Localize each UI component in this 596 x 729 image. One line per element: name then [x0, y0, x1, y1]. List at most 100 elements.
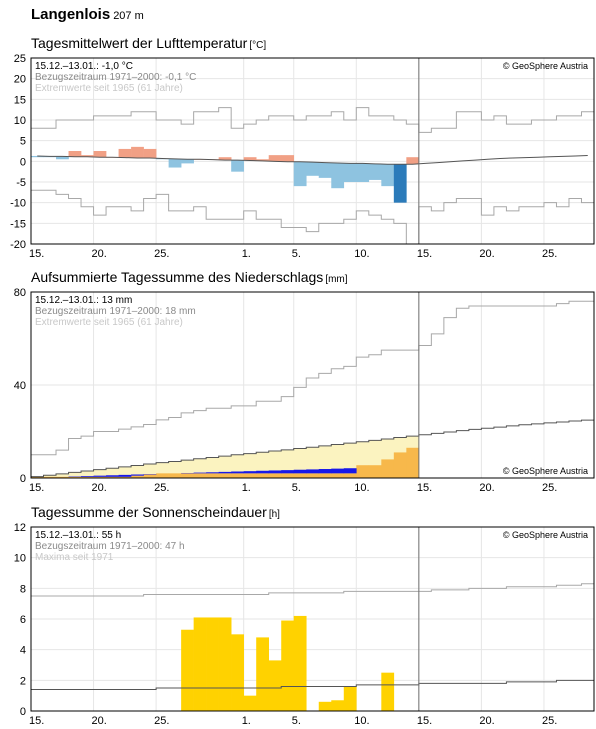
temp-xtick-label: 10.	[354, 248, 369, 260]
precip-deficit-bar	[318, 469, 332, 474]
temp-plot-frame	[30, 57, 595, 245]
temp-day-bar	[406, 157, 420, 165]
temp-ytick-label: -15	[10, 218, 26, 230]
temp-day-bar	[331, 162, 345, 189]
temp-ytick-label: 25	[14, 53, 26, 65]
temp-xtick-label: 20.	[92, 248, 107, 260]
precip-observed-bar	[93, 476, 107, 478]
sun-day-bar	[243, 695, 257, 711]
sun-reference-line	[31, 679, 594, 691]
temp-ytick-label: 10	[14, 115, 26, 127]
sun-day-bar	[206, 617, 219, 711]
precip-observed-bar	[393, 452, 407, 478]
temp-day-bar	[281, 155, 295, 162]
precip-observed-bar	[31, 476, 44, 478]
temp-day-bar	[143, 148, 157, 159]
temp-xtick-label: 25.	[154, 248, 169, 260]
temp-day-bar	[268, 155, 282, 162]
temp-xtick-label: 20.	[479, 248, 494, 260]
sun-day-bar	[193, 617, 207, 711]
temp-day-bar	[231, 160, 244, 172]
precip-deficit-bar	[281, 470, 295, 474]
sunshine-chart-title: Tagessumme der Sonnenscheindauer [h]	[31, 504, 280, 520]
temperature-chart-title: Tagesmittelwert der Lufttemperatur [°C]	[31, 35, 266, 51]
precip-legend-line: Bezugszeitraum 1971–2000: 18 mm	[35, 306, 196, 317]
temp-day-bar	[368, 163, 382, 180]
temp-day-bar	[318, 162, 332, 178]
precip-reference-line	[31, 419, 594, 478]
temp-xtick-label: 15.	[29, 248, 44, 260]
precip-observed-bar	[106, 476, 119, 478]
sun-plot-frame	[30, 526, 595, 712]
sun-day-bar	[318, 701, 332, 711]
sun-day-bar	[381, 672, 395, 711]
precip-observed-bar	[81, 476, 94, 478]
temp-day-bar	[93, 151, 107, 158]
sun-ytick-label: 4	[20, 645, 26, 657]
precipitation-chart-title: Aufsummierte Tagessumme des Niederschlag…	[31, 269, 348, 285]
sun-xtick-label: 15.	[417, 715, 432, 727]
precip-xtick-label: 20.	[92, 482, 107, 494]
temp-day-bar	[256, 159, 270, 161]
precip-max-line	[31, 300, 594, 456]
precip-xtick-label: 25.	[542, 482, 557, 494]
precip-deficit-bar	[243, 471, 257, 474]
precip-observed-bar	[318, 473, 332, 478]
sun-ytick-label: 12	[14, 522, 26, 534]
precip-observed-bar	[306, 473, 320, 478]
sun-copyright: © GeoSphere Austria	[503, 530, 588, 540]
precip-deficit-bar	[256, 470, 270, 474]
precipitation-title-text: Aufsummierte Tagessumme des Niederschlag…	[31, 269, 324, 285]
temp-day-bar	[181, 159, 194, 164]
precip-copyright: © GeoSphere Austria	[503, 466, 588, 476]
precip-observed-bar	[156, 473, 169, 478]
sun-xtick-label: 20.	[479, 715, 494, 727]
temp-max-line	[31, 107, 594, 133]
temp-day-bar	[343, 163, 357, 182]
temp-day-bar	[81, 155, 94, 157]
sun-xtick-label: 25.	[542, 715, 557, 727]
sun-day-bar	[343, 686, 357, 711]
sun-day-bar	[181, 629, 194, 711]
precip-deficit-bar	[218, 471, 232, 474]
temp-ytick-label: -5	[16, 177, 26, 189]
sun-xtick-label: 15.	[29, 715, 44, 727]
precip-observed-bar	[331, 473, 345, 478]
sun-xtick-label: 20.	[92, 715, 107, 727]
precip-legend-line: 15.12.–13.01.: 13 mm	[35, 295, 132, 306]
precip-observed-bar	[193, 473, 207, 478]
temp-copyright: © GeoSphere Austria	[503, 61, 588, 71]
sun-day-bar	[231, 634, 244, 711]
precip-deficit-bar	[106, 475, 119, 477]
precip-xtick-label: 25.	[154, 482, 169, 494]
sun-legend-line: Bezugszeitraum 1971–2000: 47 h	[35, 541, 185, 552]
precip-legend-line: Extremwerte seit 1965 (61 Jahre)	[35, 317, 183, 328]
sun-max-line	[31, 583, 594, 597]
temp-day-bar	[243, 157, 257, 161]
temp-chart: -20 -15 -10 -5 0 5 10 15 20 25 15. 20. 25. 1. 5. 10. 15.…	[10, 53, 595, 260]
precip-ytick-label: 80	[14, 287, 26, 299]
sun-xtick-label: 5.	[292, 715, 301, 727]
sun-ytick-label: 6	[20, 614, 26, 626]
temp-xtick-label: 1.	[242, 248, 251, 260]
sun-day-bar	[218, 617, 232, 711]
station-elevation: 207 m	[113, 10, 144, 22]
temp-ytick-label: 5	[20, 136, 26, 148]
precip-deficit-bar	[81, 476, 94, 477]
precip-ytick-label: 40	[14, 380, 26, 392]
temp-day-bar	[393, 164, 407, 203]
temp-ytick-label: -10	[10, 198, 26, 210]
precip-xtick-label: 15.	[417, 482, 432, 494]
temperature-unit: [°C]	[249, 40, 267, 51]
precip-deficit-bar	[293, 469, 307, 474]
precip-observed-bar	[356, 465, 370, 478]
temp-day-bar	[131, 146, 144, 159]
precip-deficit-bar	[118, 474, 132, 477]
precip-observed-bar	[281, 473, 295, 478]
precip-deficit-bar	[231, 471, 244, 474]
sun-day-bar	[268, 660, 282, 711]
precip-deficit-bar	[93, 475, 107, 477]
precip-deficit-bar	[268, 470, 282, 474]
precip-observed-bar	[118, 476, 132, 478]
